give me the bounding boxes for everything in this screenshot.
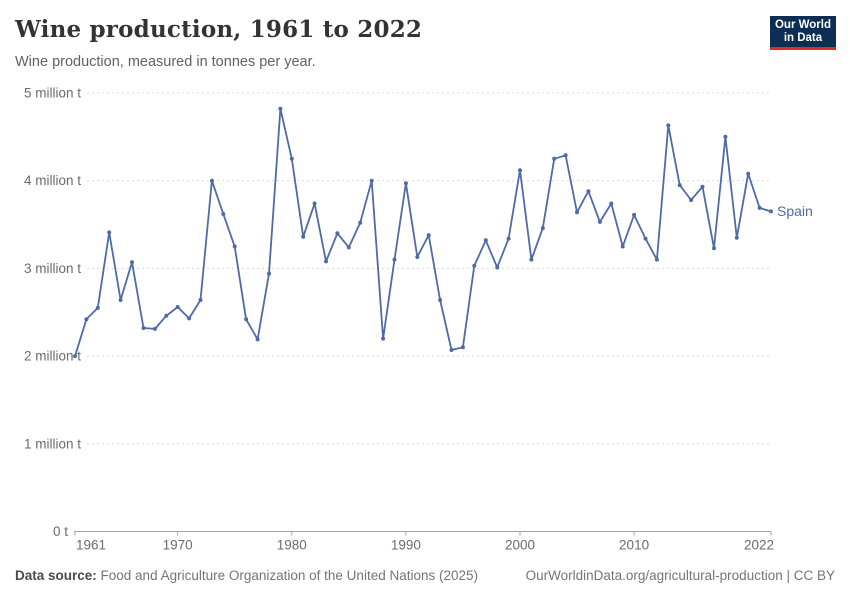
page-title: Wine production, 1961 to 2022: [15, 16, 423, 43]
data-point: [130, 260, 134, 265]
data-point: [529, 257, 534, 262]
data-point: [107, 230, 112, 235]
data-point: [700, 184, 705, 189]
data-point: [506, 236, 511, 241]
data-point: [403, 181, 408, 186]
data-point: [769, 209, 773, 214]
data-point: [746, 171, 751, 176]
data-point: [381, 336, 386, 341]
data-point: [289, 156, 294, 161]
data-point: [232, 244, 237, 249]
data-point: [677, 183, 682, 188]
owid-url-link[interactable]: OurWorldinData.org/agricultural-producti…: [525, 568, 783, 583]
data-point: [575, 210, 579, 215]
data-point: [723, 134, 728, 139]
data-point: [586, 189, 591, 194]
data-point: [757, 205, 762, 210]
data-point: [392, 257, 397, 262]
data-point: [495, 265, 500, 270]
data-point: [335, 231, 340, 236]
data-point: [198, 298, 203, 302]
x-tick-label: 1961: [76, 538, 106, 553]
line-chart-canvas: 5 million t 4 million t 3 million t 2 milli…: [24, 86, 813, 553]
data-point: [221, 212, 226, 216]
data-point: [483, 238, 488, 243]
data-point: [152, 326, 157, 331]
y-tick-label: 2 million t: [24, 349, 81, 364]
data-point: [187, 316, 192, 321]
data-point: [301, 234, 306, 239]
data-point: [415, 255, 420, 259]
data-point: [118, 298, 123, 302]
owid-logo[interactable]: Our World in Data: [770, 16, 836, 50]
data-point: [73, 354, 77, 359]
data-point: [438, 298, 443, 302]
data-point: [632, 212, 637, 217]
data-source-label: Data source:: [15, 568, 97, 583]
data-point: [164, 313, 169, 318]
data-point: [84, 317, 89, 322]
chart-footer: Data source: Food and Agriculture Organi…: [15, 568, 835, 588]
data-point: [255, 337, 260, 342]
data-point: [472, 263, 477, 268]
data-point: [244, 317, 249, 322]
data-point: [460, 345, 465, 350]
y-tick-label: 4 million t: [24, 173, 81, 188]
data-point: [518, 168, 522, 173]
data-point: [324, 259, 328, 264]
data-point: [609, 201, 614, 206]
data-point: [175, 305, 180, 309]
data-source-text: Food and Agriculture Organization of the…: [96, 568, 479, 583]
data-point: [689, 198, 694, 202]
data-point: [346, 245, 351, 250]
data-point: [563, 153, 568, 158]
y-tick-label: 5 million t: [24, 86, 81, 101]
x-tick-label: 1990: [391, 538, 421, 553]
owid-logo-text: Our World in Data: [774, 18, 831, 44]
chart-subtitle: Wine production, measured in tonnes per …: [15, 54, 316, 70]
x-tick-label: 1970: [163, 538, 193, 553]
data-point: [597, 219, 602, 224]
data-point: [620, 244, 625, 249]
data-point: [312, 201, 317, 206]
cc-by-link[interactable]: CC BY: [793, 568, 835, 583]
data-point: [540, 226, 545, 231]
data-point: [369, 178, 374, 183]
data-point: [734, 235, 739, 240]
footer-links: OurWorldinData.org/agricultural-producti…: [526, 568, 835, 588]
data-point: [267, 271, 271, 276]
data-source-note: Data source: Food and Agriculture Organi…: [15, 568, 478, 588]
y-tick-label: 0 t: [53, 524, 68, 539]
data-point: [643, 236, 648, 241]
data-point: [358, 220, 363, 225]
data-point: [712, 246, 716, 251]
data-point: [552, 156, 557, 161]
series-line-spain: [74, 107, 772, 357]
x-tick-label: 2010: [619, 538, 649, 553]
data-point: [426, 233, 431, 238]
y-tick-label: 1 million t: [24, 436, 81, 451]
data-point: [95, 305, 100, 310]
x-tick-label: 2022: [744, 538, 774, 553]
x-tick-label: 1980: [277, 538, 307, 553]
footer-divider: |: [782, 568, 794, 583]
data-point: [141, 326, 146, 330]
data-point: [278, 106, 283, 111]
data-point: [666, 123, 671, 128]
data-point: [449, 348, 454, 352]
y-tick-label: 3 million t: [24, 261, 81, 276]
data-point: [209, 178, 214, 183]
data-point: [654, 257, 659, 262]
series-label-spain: Spain: [777, 203, 813, 219]
x-tick-label: 2000: [505, 538, 535, 553]
